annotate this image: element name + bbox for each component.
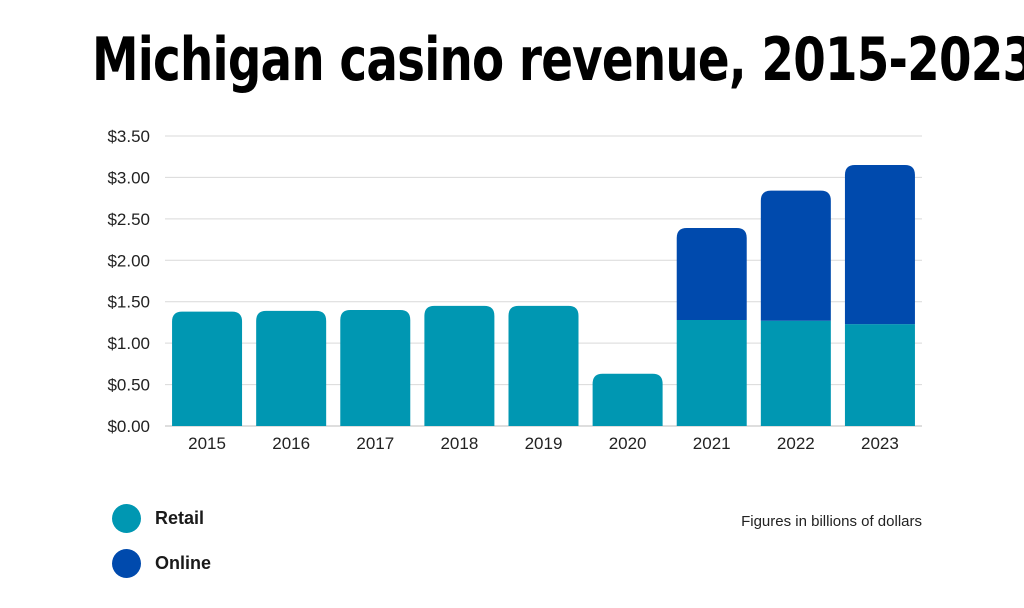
bar-retail-2017: [340, 310, 411, 426]
x-tick-label: 2022: [777, 434, 815, 453]
legend: Retail Online: [112, 503, 211, 593]
x-tick-label: 2016: [272, 434, 310, 453]
legend-label-online: Online: [155, 552, 212, 573]
legend-swatch-retail: [112, 503, 141, 533]
y-tick-label: $2.00: [107, 251, 150, 270]
y-tick-label: $1.50: [107, 293, 150, 312]
y-tick-label: $0.50: [107, 376, 150, 395]
bar-retail-2020: [592, 373, 663, 426]
x-tick-label: 2015: [188, 434, 226, 453]
y-tick-label: $1.00: [107, 334, 150, 353]
bar-retail-2018: [424, 305, 495, 426]
x-tick-label: 2020: [609, 434, 647, 453]
y-axis-tick-labels: $0.00 $0.50 $1.00 $1.50 $2.00 $2.50 $3.00 $3.50: [107, 127, 150, 436]
y-tick-label: $3.00: [107, 168, 150, 187]
bar-retail-2021: [676, 319, 747, 426]
bar-online-2022: [760, 190, 831, 321]
legend-item-retail: Retail: [112, 503, 211, 533]
legend-item-online: Online: [112, 548, 211, 578]
bars: [172, 165, 915, 426]
units-note: Figures in billions of dollars: [741, 513, 922, 530]
bar-retail-2019: [508, 305, 579, 426]
bar-retail-2022: [760, 320, 831, 426]
bar-online-2023: [844, 165, 915, 325]
y-tick-label: $0.00: [107, 417, 150, 436]
bar-retail-2015: [172, 311, 243, 426]
x-tick-label: 2019: [525, 434, 563, 453]
bar-retail-2023: [844, 324, 915, 426]
bar-retail-2016: [256, 310, 327, 426]
legend-swatch-online: [112, 548, 141, 578]
x-axis-tick-labels: 2015 2016 2017 2018 2019 2020 2021 2022 2023: [188, 434, 899, 453]
legend-label-retail: Retail: [155, 507, 205, 528]
x-tick-label: 2021: [693, 434, 731, 453]
y-tick-label: $3.50: [107, 127, 150, 146]
x-tick-label: 2017: [356, 434, 394, 453]
x-tick-label: 2023: [861, 434, 899, 453]
bar-online-2021: [676, 227, 747, 320]
y-tick-label: $2.50: [107, 210, 150, 229]
x-tick-label: 2018: [440, 434, 478, 453]
